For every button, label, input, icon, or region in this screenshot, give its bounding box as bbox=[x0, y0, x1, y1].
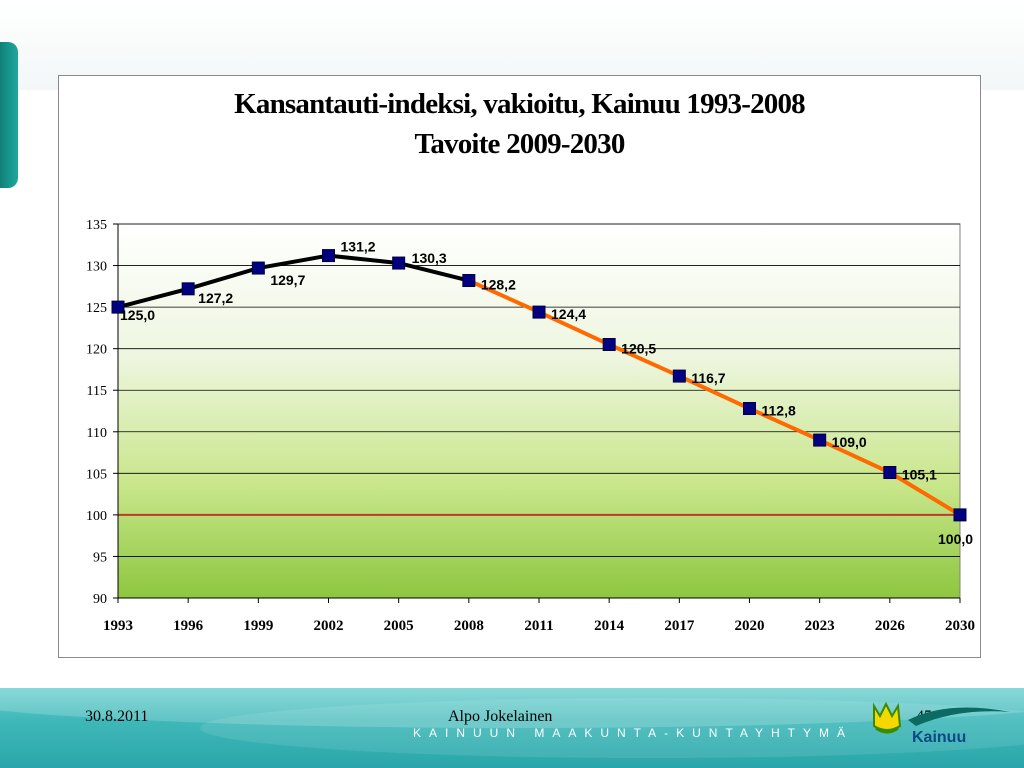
x-tick-label: 2030 bbox=[945, 618, 975, 634]
data-point-marker bbox=[111, 300, 125, 314]
data-point-marker bbox=[602, 338, 616, 352]
data-point-marker bbox=[251, 261, 265, 275]
footer-author: Alpo Jokelainen bbox=[448, 708, 553, 725]
data-point-marker bbox=[813, 433, 827, 447]
y-tick-label: 105 bbox=[86, 467, 107, 482]
y-tick-label: 115 bbox=[87, 384, 107, 399]
y-tick-label: 90 bbox=[93, 592, 107, 607]
data-label: 128,2 bbox=[481, 277, 516, 293]
kainuu-logo: Kainuu bbox=[873, 701, 1010, 746]
y-tick-label: 135 bbox=[86, 218, 107, 233]
x-tick-label: 1996 bbox=[173, 618, 204, 634]
data-label: 116,7 bbox=[691, 370, 725, 386]
data-label: 125,0 bbox=[120, 307, 155, 323]
chart-title: Kansantauti-indeksi, vakioitu, Kainuu 19… bbox=[58, 84, 981, 164]
y-tick-label: 130 bbox=[86, 260, 107, 275]
x-tick-label: 1993 bbox=[103, 618, 133, 634]
y-tick-label: 120 bbox=[86, 343, 107, 358]
x-tick-label: 2014 bbox=[594, 618, 625, 634]
data-point-marker bbox=[743, 402, 756, 416]
data-label: 100,0 bbox=[938, 531, 973, 547]
data-point-marker bbox=[322, 249, 335, 263]
data-label: 124,4 bbox=[551, 306, 586, 322]
x-tick-label: 2017 bbox=[664, 618, 695, 634]
x-tick-label: 1999 bbox=[243, 618, 273, 634]
data-point-marker bbox=[953, 508, 967, 522]
chart-title-line-2: Tavoite 2009-2030 bbox=[414, 128, 625, 160]
x-tick-label: 2002 bbox=[314, 618, 344, 634]
chart-title-line-1: Kansantauti-indeksi, vakioitu, Kainuu 19… bbox=[234, 88, 806, 120]
data-point-marker bbox=[883, 466, 897, 480]
footer-wave bbox=[0, 688, 1024, 728]
logo-text: Kainuu bbox=[912, 729, 966, 746]
slide-side-tab bbox=[0, 42, 18, 188]
plot-area bbox=[117, 223, 961, 599]
y-tick-label: 100 bbox=[86, 509, 107, 524]
data-label: 120,5 bbox=[621, 341, 656, 357]
data-point-marker bbox=[392, 256, 406, 270]
history-series-line bbox=[117, 253, 470, 310]
data-label: 127,2 bbox=[198, 290, 233, 306]
data-point-marker bbox=[181, 282, 195, 296]
x-tick-label: 2020 bbox=[735, 618, 765, 634]
data-label: 105,1 bbox=[902, 467, 937, 483]
data-point-marker bbox=[462, 274, 476, 288]
data-label: 130,3 bbox=[412, 250, 447, 266]
target-series-line bbox=[468, 278, 962, 517]
data-label: 131,2 bbox=[341, 239, 376, 255]
data-point-marker bbox=[672, 369, 686, 383]
data-label: 112,8 bbox=[762, 403, 796, 419]
x-tick-label: 2005 bbox=[384, 618, 414, 634]
footer-brand-text: KAINUUN MAAKUNTA-KUNTAYHTYMÄ bbox=[413, 726, 854, 740]
x-tick-label: 2008 bbox=[454, 618, 484, 634]
x-tick-label: 2011 bbox=[524, 618, 553, 634]
x-tick-label: 2023 bbox=[805, 618, 835, 634]
y-tick-label: 125 bbox=[86, 301, 107, 316]
y-tick-label: 95 bbox=[93, 550, 107, 565]
x-tick-label: 2026 bbox=[875, 618, 906, 634]
y-tick-label: 110 bbox=[87, 426, 107, 441]
data-label: 129,7 bbox=[270, 272, 305, 288]
data-label: 109,0 bbox=[832, 434, 867, 450]
data-point-marker bbox=[532, 305, 546, 319]
footer-date: 30.8.2011 bbox=[85, 708, 149, 725]
